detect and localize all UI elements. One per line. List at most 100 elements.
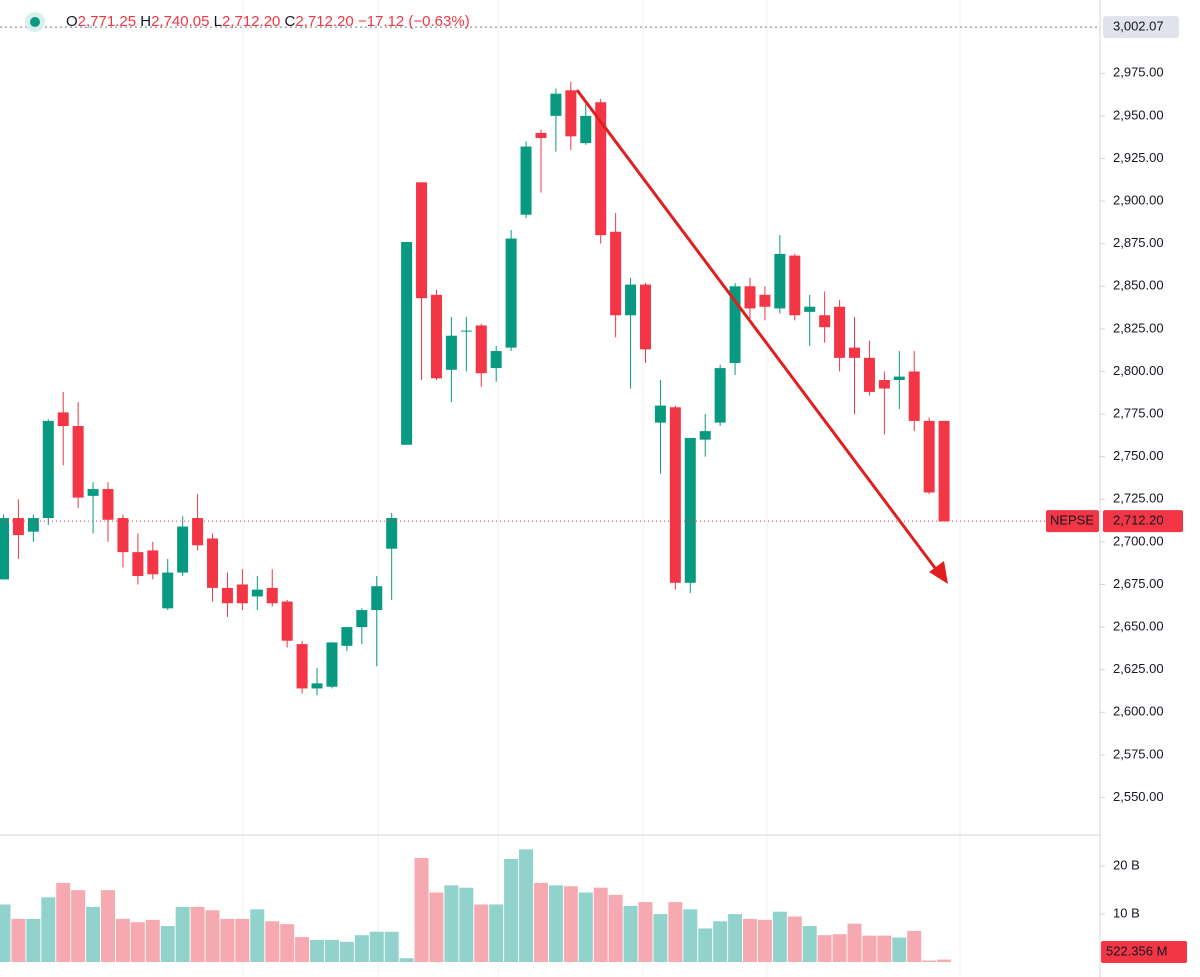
h-letter: H	[140, 13, 151, 30]
o-value: 2,771.25	[78, 13, 136, 30]
candle-body	[834, 306, 846, 358]
volume-bar	[11, 918, 26, 962]
y-tick-label: 2,725.00	[1113, 491, 1164, 506]
candle-body	[57, 412, 69, 427]
c-value: 2,712.20	[295, 13, 353, 30]
volume-tick-label: 10 B	[1113, 906, 1140, 921]
volume-bar	[101, 890, 116, 962]
volume-bar	[713, 921, 728, 962]
volume-bar	[369, 931, 384, 962]
y-tick-label: 2,850.00	[1113, 278, 1164, 293]
volume-bar	[250, 909, 265, 962]
candle-body	[117, 518, 129, 553]
candle-body	[102, 489, 114, 520]
candle-body	[863, 357, 875, 392]
vertical-grid	[242, 0, 961, 977]
candle-body	[729, 286, 741, 363]
volume-bar	[459, 887, 474, 962]
last-price-label: 2,712.20	[1113, 513, 1164, 528]
volume-bar	[384, 931, 399, 962]
candle-body	[401, 241, 413, 445]
y-tick-label: 2,775.00	[1113, 406, 1164, 421]
y-tick-label: 2,975.00	[1113, 65, 1164, 80]
candle-body	[12, 518, 24, 536]
last-price-name: NEPSE	[1050, 513, 1094, 528]
volume-bar	[593, 887, 608, 962]
volume-bar	[414, 858, 429, 962]
volume-tick-label: 20 B	[1113, 858, 1140, 873]
candle-body	[520, 146, 532, 215]
marks	[0, 26, 1100, 962]
volume-bar	[190, 906, 205, 962]
candle-body	[296, 644, 308, 689]
candle-body	[445, 335, 457, 370]
candle-body	[341, 627, 353, 646]
candle-body	[759, 294, 771, 307]
volume-bar	[339, 941, 354, 962]
volume-bar	[130, 922, 145, 962]
candle-body	[281, 601, 293, 641]
volume-bar	[265, 921, 280, 962]
y-tick-label: 2,550.00	[1113, 789, 1164, 804]
volume-bar	[354, 935, 369, 962]
candle-body	[460, 330, 472, 332]
volume-bar	[0, 904, 11, 962]
l-letter: L	[214, 13, 222, 30]
l-value: 2,712.20	[222, 13, 280, 30]
volume-bar	[324, 939, 339, 962]
y-tick-label: 2,875.00	[1113, 235, 1164, 250]
volume-bar	[504, 858, 519, 962]
candle-body	[789, 255, 801, 316]
trend-arrow	[575, 89, 948, 584]
volume-bar	[519, 849, 534, 962]
candle-body	[938, 420, 950, 522]
volume-bar	[115, 918, 130, 962]
volume-bar	[862, 935, 877, 962]
volume-bar	[787, 916, 802, 962]
y-tick-label: 2,575.00	[1113, 746, 1164, 761]
volume-bar	[71, 890, 86, 962]
volume-bar	[668, 902, 683, 962]
candle-body	[684, 437, 696, 583]
volume-bar	[728, 914, 743, 962]
volume-bar	[683, 909, 698, 962]
volume-bar	[743, 918, 757, 962]
arrow-line	[575, 89, 940, 573]
last-volume-box	[1101, 941, 1187, 963]
candle-body	[192, 518, 204, 546]
y-tick-label: 2,625.00	[1113, 661, 1164, 676]
last-price-box	[1103, 510, 1183, 533]
candle-body	[326, 642, 338, 687]
volume-bar	[817, 935, 832, 962]
candle-body	[595, 102, 607, 236]
last-price-name-box	[1046, 510, 1099, 533]
volume-bar	[533, 882, 548, 962]
top-marker-box	[1103, 16, 1179, 39]
candle-body	[266, 587, 278, 604]
candle-body	[27, 518, 39, 532]
candle-body	[0, 518, 9, 580]
candle-body	[714, 368, 726, 423]
candle-body	[475, 325, 487, 374]
volume-bar	[548, 885, 563, 962]
top-marker-label: 3,002.07	[1113, 19, 1164, 34]
volume-bar	[757, 919, 772, 962]
candle-body	[72, 426, 84, 498]
volume-bar	[623, 905, 638, 962]
volume-bar	[86, 906, 101, 962]
candle-body	[878, 380, 890, 389]
y-tick-label: 2,950.00	[1113, 107, 1164, 122]
status-dot	[30, 17, 40, 27]
volume-bar	[608, 894, 623, 962]
candle-body	[610, 231, 622, 316]
candle-body	[207, 538, 219, 588]
candle-body	[804, 306, 816, 312]
candle-body	[251, 589, 263, 597]
candle-body	[371, 586, 383, 611]
candle-body	[550, 93, 562, 116]
candle-body	[236, 584, 248, 604]
candle-body	[311, 683, 323, 689]
volume-bar	[429, 892, 444, 962]
o-letter: O	[66, 13, 78, 30]
volume-bar	[205, 910, 220, 962]
